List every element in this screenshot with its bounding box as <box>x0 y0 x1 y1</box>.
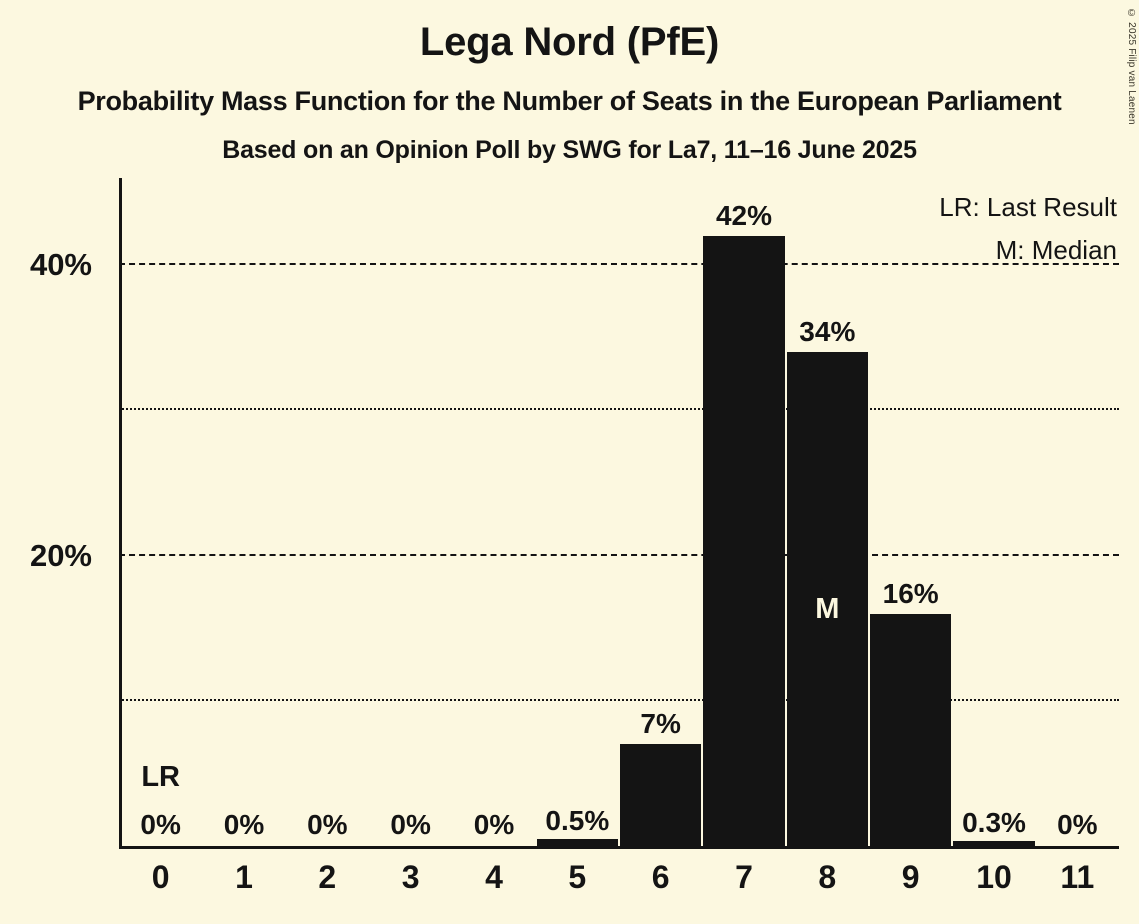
bar-seat-10 <box>953 841 1035 846</box>
chart-legend: LR: Last Result M: Median <box>939 186 1117 272</box>
page-subsubtitle: Based on an Opinion Poll by SWG for La7,… <box>222 136 917 164</box>
x-tick-label-11: 11 <box>1060 859 1095 895</box>
gridline-20pct <box>119 553 1119 556</box>
x-tick-label-0: 0 <box>151 859 170 895</box>
bar-value-label-9: 16% <box>882 577 939 609</box>
bar-value-label-1: 0% <box>223 809 265 840</box>
x-tick-label-7: 7 <box>735 859 753 895</box>
x-tick-label-6: 6 <box>651 859 670 895</box>
bar-value-label-3: 0% <box>390 809 431 840</box>
bar-value-label-8: 34% <box>799 316 856 348</box>
bar-value-label-2: 0% <box>307 809 348 840</box>
bar-value-label-0: 0% <box>140 809 181 840</box>
gridline-30pct <box>119 408 1119 411</box>
bar-seat-9 <box>870 613 952 846</box>
x-axis-line <box>119 846 1119 849</box>
x-tick-label-2: 2 <box>318 859 337 895</box>
y-axis-line <box>119 178 122 849</box>
gridline-40pct <box>119 263 1119 266</box>
median-marker: M <box>815 593 840 625</box>
bar-seat-8 <box>786 352 868 846</box>
bar-value-label-7: 42% <box>715 200 773 232</box>
x-tick-label-8: 8 <box>818 859 837 895</box>
bar-seat-7 <box>703 236 785 846</box>
bar-value-label-6: 7% <box>640 708 681 740</box>
page-title: Lega Nord (PfE) <box>419 20 720 64</box>
x-tick-label-10: 10 <box>976 859 1012 895</box>
x-tick-label-9: 9 <box>901 859 920 895</box>
x-tick-label-4: 4 <box>485 859 503 895</box>
x-tick-label-3: 3 <box>401 859 420 895</box>
bar-seat-5 <box>536 838 618 846</box>
y-tick-label-20: 20% <box>29 537 92 573</box>
bar-value-label-10: 0.3% <box>962 807 1026 838</box>
gridline-10pct <box>119 698 1119 701</box>
x-tick-label-5: 5 <box>568 859 587 895</box>
y-tick-label-40: 40% <box>29 247 92 283</box>
last-result-marker: LR <box>141 761 180 793</box>
legend-last-result: LR: Last Result <box>939 192 1117 222</box>
bar-value-label-11: 0% <box>1057 809 1098 840</box>
page-subtitle: Probability Mass Function for the Number… <box>77 86 1062 116</box>
bar-value-label-5: 0.5% <box>545 804 610 836</box>
bar-seat-6 <box>620 744 702 846</box>
plot-area: 20% 40% 0% LR 0% 0% 0% 0% 0.5% 7% 42% 34% M 16% 0.3% 0… <box>30 178 1119 849</box>
copyright-notice: © 2025 Filip van Laenen <box>1126 8 1137 125</box>
bar-value-label-4: 0% <box>473 809 515 840</box>
legend-median: M: Median <box>995 235 1117 265</box>
x-tick-label-1: 1 <box>235 859 253 895</box>
